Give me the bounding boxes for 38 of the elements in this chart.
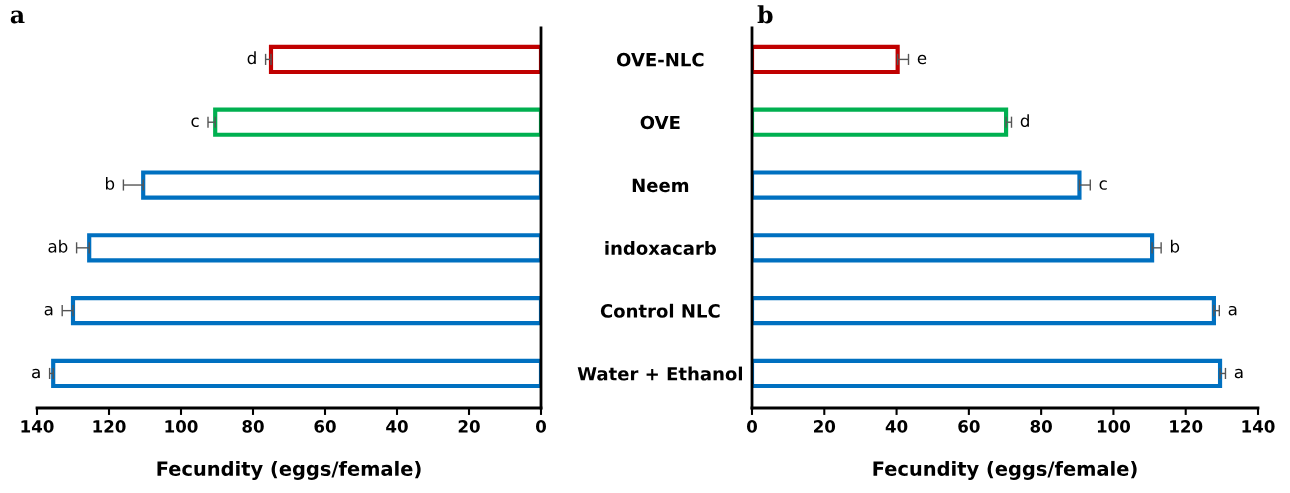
- x-tick-label: 120: [93, 420, 126, 433]
- chart-title: a: [10, 10, 25, 24]
- x-tick-label: 0: [536, 420, 546, 433]
- x-tick-label: 140: [21, 420, 54, 433]
- y-tick-label: Water + Ethanol: [577, 366, 743, 381]
- annotation: a: [1228, 305, 1237, 316]
- annotation: a: [1234, 368, 1243, 379]
- x-tick-label: 20: [814, 420, 836, 433]
- x-tick-label: 60: [958, 420, 980, 433]
- x-tick-label: 120: [1170, 420, 1203, 433]
- x-axis-title: Fecundity (eggs/female): [157, 460, 421, 480]
- annotation: c: [1099, 180, 1107, 190]
- x-tick-label: 40: [386, 420, 408, 433]
- x-tick-label: 100: [165, 420, 198, 433]
- y-tick-label: indoxacarb: [605, 240, 716, 255]
- annotation: d: [1020, 114, 1029, 128]
- y-tick-label: Control NLC: [600, 303, 720, 318]
- x-tick-label: 80: [242, 420, 264, 433]
- y-tick-label: Neem: [632, 178, 689, 193]
- x-tick-label: 100: [1097, 420, 1131, 433]
- annotation: a: [44, 305, 53, 316]
- x-tick-label: 0: [747, 420, 757, 433]
- annotation: e: [917, 54, 927, 65]
- annotation: a: [32, 368, 40, 379]
- x-axis-title: Fecundity (eggs/female): [873, 460, 1137, 480]
- y-tick-label: OVE: [640, 115, 680, 130]
- x-tick-label: 60: [314, 420, 336, 433]
- y-tick-label: OVE-NLC: [616, 52, 704, 67]
- x-tick-label: 140: [1242, 420, 1275, 433]
- annotation: b: [106, 176, 115, 190]
- x-tick-label: 20: [458, 420, 480, 433]
- x-tick-label: 80: [1030, 420, 1052, 433]
- annotation: ab: [48, 239, 68, 253]
- annotation: d: [247, 51, 256, 65]
- x-tick-label: 40: [885, 420, 908, 433]
- annotation: b: [1170, 239, 1180, 253]
- chart-title: b: [757, 5, 773, 24]
- annotation: c: [191, 117, 199, 128]
